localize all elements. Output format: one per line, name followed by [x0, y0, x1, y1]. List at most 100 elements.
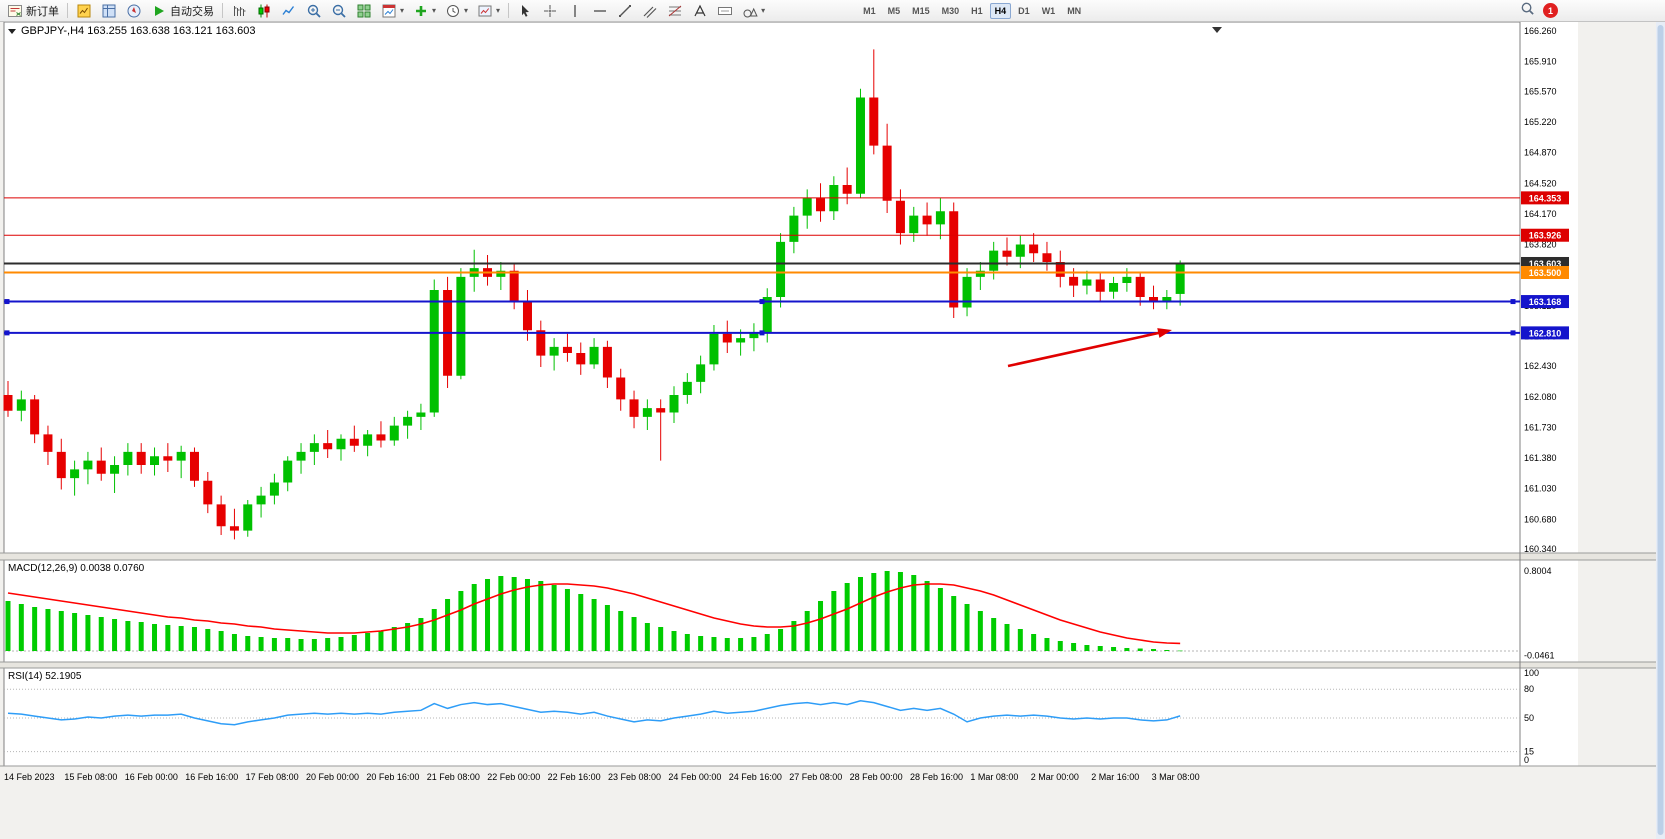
candle-chart-button[interactable] — [252, 1, 276, 21]
crosshair-icon — [544, 4, 557, 17]
main-toolbar: 新订单 自动交易 ▾ ▾ ▾ ▾ ▾ M1 M5 M15 M30 H1 H4 D1 W1 MN 1 — [0, 0, 1665, 22]
svg-text:163.500: 163.500 — [1529, 268, 1562, 278]
zoom-out-button[interactable] — [327, 1, 351, 21]
new-order-label: 新订单 — [26, 5, 59, 18]
bar-chart-button[interactable] — [227, 1, 251, 21]
timeframe-m15[interactable]: M15 — [907, 3, 935, 19]
zoom-in-button[interactable] — [302, 1, 326, 21]
svg-text:14 Feb 2023: 14 Feb 2023 — [4, 772, 55, 782]
templates-button[interactable]: ▾ — [473, 1, 504, 21]
chevron-down-icon: ▾ — [432, 5, 437, 15]
auto-trading-label: 自动交易 — [170, 5, 214, 18]
new-order-button[interactable]: 新订单 — [3, 1, 63, 21]
search-button[interactable] — [1520, 1, 1535, 21]
symbol-info: GBPJPY-,H4 163.255 163.638 163.121 163.6… — [8, 25, 255, 37]
svg-text:0: 0 — [1524, 755, 1529, 765]
zoom-in-icon — [307, 4, 321, 18]
svg-text:160.340: 160.340 — [1524, 544, 1557, 554]
svg-text:163.926: 163.926 — [1529, 231, 1562, 241]
vertical-line-button[interactable] — [563, 1, 587, 21]
data-window-icon — [102, 4, 116, 17]
cursor-button[interactable] — [513, 1, 537, 21]
text-button[interactable] — [688, 1, 712, 21]
rsi-label: RSI(14) 52.1905 — [8, 671, 82, 682]
data-window-button[interactable] — [97, 1, 121, 21]
horizontal-line-button[interactable] — [588, 1, 612, 21]
shapes-button[interactable]: ▾ — [738, 1, 769, 21]
cursor-icon — [522, 4, 530, 17]
svg-text:28 Feb 16:00: 28 Feb 16:00 — [910, 772, 963, 782]
timeframe-mn[interactable]: MN — [1062, 3, 1086, 19]
channel-button[interactable] — [638, 1, 662, 21]
new-order-icon — [8, 4, 22, 17]
notification-badge[interactable]: 1 — [1543, 3, 1558, 18]
svg-text:17 Feb 08:00: 17 Feb 08:00 — [246, 772, 299, 782]
new-chart-button[interactable]: ▾ — [377, 1, 408, 21]
trendline-button[interactable] — [613, 1, 637, 21]
channel-icon — [643, 6, 657, 18]
toolbar-separator — [67, 3, 68, 18]
text-icon — [694, 4, 706, 16]
horizontal-line-icon — [594, 9, 607, 12]
trendline-icon — [619, 4, 632, 17]
svg-text:162.080: 162.080 — [1524, 392, 1557, 402]
crosshair-button[interactable] — [538, 1, 562, 21]
svg-text:28 Feb 00:00: 28 Feb 00:00 — [850, 772, 903, 782]
bar-chart-icon — [234, 5, 246, 16]
svg-text:163.820: 163.820 — [1524, 240, 1557, 250]
price-badge-163.168 — [1521, 295, 1569, 309]
symbol-dropdown-icon[interactable] — [8, 28, 16, 34]
svg-text:15 Feb 08:00: 15 Feb 08:00 — [64, 772, 117, 782]
svg-text:16 Feb 16:00: 16 Feb 16:00 — [185, 772, 238, 782]
svg-text:100: 100 — [1524, 668, 1539, 678]
macd-label: MACD(12,26,9) 0.0038 0.0760 — [8, 563, 145, 574]
symbol-ohlc-text: GBPJPY-,H4 163.255 163.638 163.121 163.6… — [21, 25, 256, 37]
svg-text:161.730: 161.730 — [1524, 422, 1557, 432]
price-badge-163.926 — [1521, 228, 1569, 242]
line-chart-button[interactable] — [277, 1, 301, 21]
fibonacci-button[interactable] — [663, 1, 687, 21]
indicators-button[interactable]: ▾ — [409, 1, 440, 21]
periods-button[interactable]: ▾ — [441, 1, 472, 21]
svg-text:2 Mar 00:00: 2 Mar 00:00 — [1031, 772, 1079, 782]
svg-text:161.030: 161.030 — [1524, 484, 1557, 494]
chart-shift-icon — [1212, 27, 1222, 33]
navigator-icon — [127, 4, 141, 17]
line-chart-icon — [282, 5, 295, 15]
svg-text:15: 15 — [1524, 747, 1534, 757]
svg-text:22 Feb 16:00: 22 Feb 16:00 — [548, 772, 601, 782]
timeframe-w1[interactable]: W1 — [1037, 3, 1061, 19]
timeframe-h1[interactable]: H1 — [966, 3, 988, 19]
price-badge-164.353 — [1521, 191, 1569, 205]
auto-trading-icon — [155, 5, 164, 16]
macd-panel — [3, 559, 1521, 663]
auto-trading-button[interactable]: 自动交易 — [147, 1, 218, 21]
tile-windows-button[interactable] — [352, 1, 376, 21]
toolbar-separator — [222, 3, 223, 18]
label-button[interactable] — [713, 1, 737, 21]
toolbar-right: 1 — [1520, 1, 1558, 21]
search-icon — [1521, 2, 1534, 15]
time-axis[interactable]: 14 Feb 2023 15 Feb 08:00 16 Feb 00:00 16 Fe… — [4, 772, 1200, 782]
macd-histogram — [5, 571, 1183, 652]
chevron-down-icon: ▾ — [400, 5, 405, 15]
timeframe-d1[interactable]: D1 — [1013, 3, 1035, 19]
svg-text:20 Feb 16:00: 20 Feb 16:00 — [366, 772, 419, 782]
timeframe-m30[interactable]: M30 — [937, 3, 965, 19]
chevron-down-icon: ▾ — [464, 5, 469, 15]
price-badge-162.810 — [1521, 326, 1569, 340]
annotation-arrow[interactable] — [1007, 328, 1172, 368]
svg-text:23 Feb 08:00: 23 Feb 08:00 — [608, 772, 661, 782]
market-watch-button[interactable] — [72, 1, 96, 21]
timeframe-m5[interactable]: M5 — [883, 3, 906, 19]
zoom-out-icon — [332, 4, 346, 18]
rsi-line — [7, 699, 1181, 726]
svg-text:24 Feb 00:00: 24 Feb 00:00 — [668, 772, 721, 782]
chart-canvas[interactable]: 166.260 165.910 165.570 165.220 164.870 164.5… — [0, 22, 1665, 839]
timeframe-m1[interactable]: M1 — [858, 3, 881, 19]
timeframe-h4[interactable]: H4 — [989, 2, 1012, 19]
label-icon — [718, 6, 733, 15]
navigator-button[interactable] — [122, 1, 146, 21]
svg-text:27 Feb 08:00: 27 Feb 08:00 — [789, 772, 842, 782]
